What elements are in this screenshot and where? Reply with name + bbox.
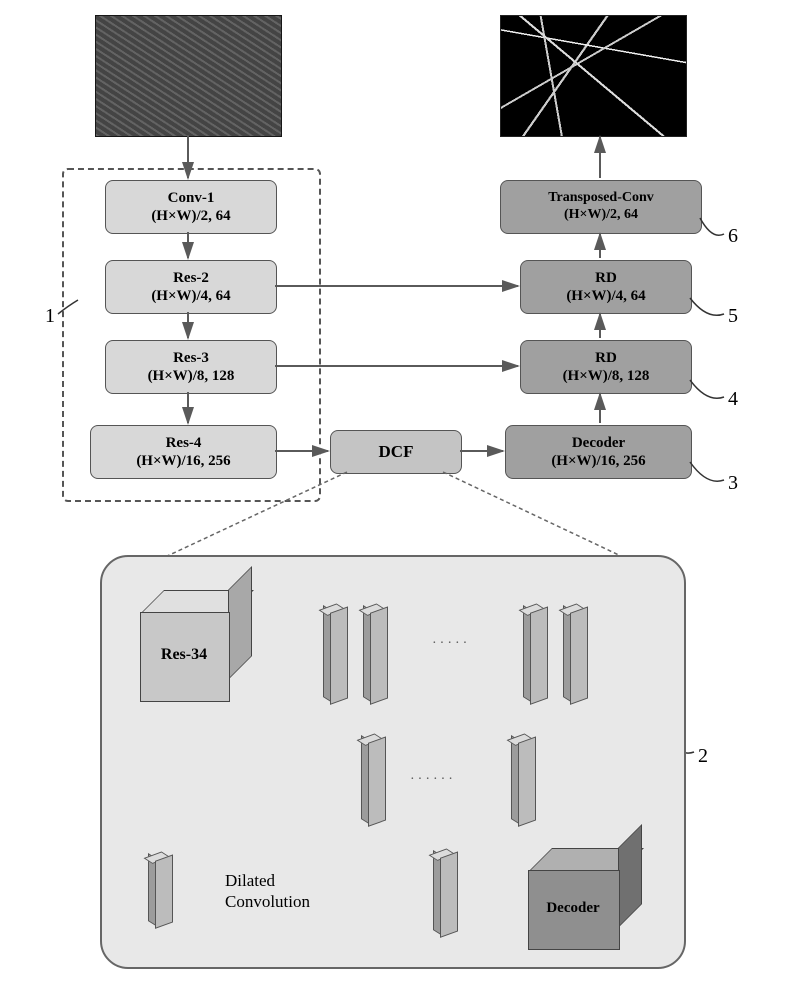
legend-text: Dilated Convolution: [225, 870, 310, 913]
annot-3: 3: [728, 472, 738, 495]
block-rd8: RD (H×W)/8, 128: [520, 340, 692, 394]
block-title: Res-3: [173, 349, 209, 367]
res34-cube: Res-34: [140, 612, 228, 700]
block-tconv: Transposed-Conv (H×W)/2, 64: [500, 180, 702, 234]
res34-label: Res-34: [140, 646, 228, 664]
legend-slab: [155, 855, 171, 927]
block-sub: (H×W)/8, 128: [148, 367, 235, 385]
annot-5: 5: [728, 305, 738, 328]
decoder-cube-label: Decoder: [528, 900, 618, 917]
decoder-cube: Decoder: [528, 870, 618, 948]
ellipsis-top: ·····: [432, 636, 470, 652]
block-rd4: RD (H×W)/4, 64: [520, 260, 692, 314]
feature-slab: [370, 607, 386, 703]
block-sub: (H×W)/8, 128: [563, 367, 650, 385]
block-conv1: Conv-1 (H×W)/2, 64: [105, 180, 277, 234]
block-dcf: DCF: [330, 430, 462, 474]
block-title: DCF: [379, 442, 414, 462]
block-title: Res-4: [166, 434, 202, 452]
block-title: RD: [595, 349, 617, 367]
output-image: [500, 15, 687, 137]
ellipsis-mid: ······: [410, 772, 456, 788]
feature-slab: [570, 607, 586, 703]
block-sub: (H×W)/4, 64: [151, 287, 230, 305]
feature-slab: [368, 737, 384, 825]
block-sub: (H×W)/16, 256: [136, 452, 230, 470]
block-sub: (H×W)/2, 64: [151, 207, 230, 225]
block-res2: Res-2 (H×W)/4, 64: [105, 260, 277, 314]
block-title: Transposed-Conv: [548, 190, 654, 207]
block-res4: Res-4 (H×W)/16, 256: [90, 425, 277, 479]
block-sub: (H×W)/2, 64: [564, 207, 638, 224]
block-res3: Res-3 (H×W)/8, 128: [105, 340, 277, 394]
block-sub: (H×W)/4, 64: [566, 287, 645, 305]
feature-slab: [530, 607, 546, 703]
block-title: Conv-1: [168, 189, 215, 207]
annot-2: 2: [698, 745, 708, 768]
block-title: Decoder: [572, 434, 625, 452]
block-title: RD: [595, 269, 617, 287]
annot-1: 1: [45, 305, 55, 328]
feature-slab: [518, 737, 534, 825]
feature-slab: [330, 607, 346, 703]
block-title: Res-2: [173, 269, 209, 287]
annot-4: 4: [728, 388, 738, 411]
block-sub: (H×W)/16, 256: [551, 452, 645, 470]
feature-slab: [440, 852, 456, 936]
annot-6: 6: [728, 225, 738, 248]
block-decoder: Decoder (H×W)/16, 256: [505, 425, 692, 479]
input-image: [95, 15, 282, 137]
